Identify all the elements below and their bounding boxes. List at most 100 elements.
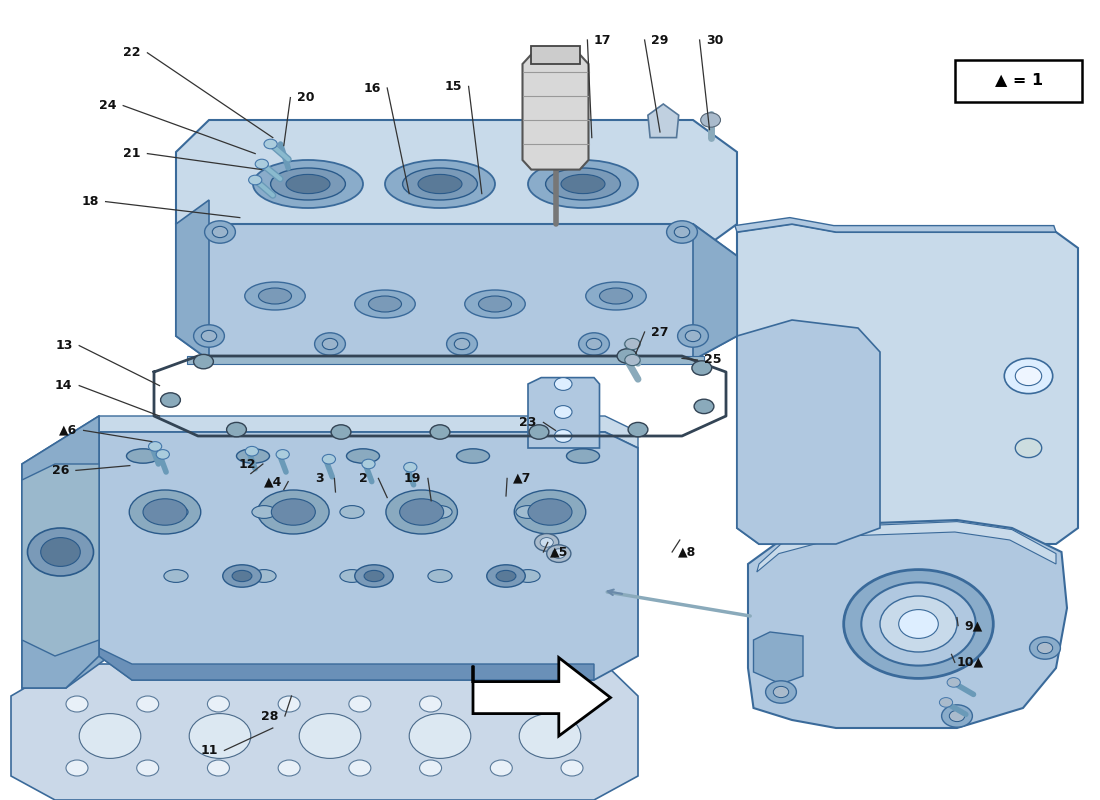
- Circle shape: [245, 446, 258, 456]
- Ellipse shape: [456, 449, 490, 463]
- Circle shape: [540, 538, 553, 547]
- Polygon shape: [22, 416, 99, 688]
- Text: 13: 13: [55, 339, 73, 352]
- Ellipse shape: [346, 449, 380, 463]
- Text: 2: 2: [359, 472, 367, 485]
- Circle shape: [1004, 358, 1053, 394]
- Ellipse shape: [428, 506, 452, 518]
- Circle shape: [625, 354, 640, 366]
- Polygon shape: [22, 416, 110, 688]
- Polygon shape: [176, 224, 737, 360]
- Text: 10▲: 10▲: [957, 656, 983, 669]
- Circle shape: [208, 760, 230, 776]
- Text: GenuineParts: GenuineParts: [763, 278, 953, 394]
- Circle shape: [278, 696, 300, 712]
- Circle shape: [625, 338, 640, 350]
- Ellipse shape: [232, 570, 252, 582]
- Ellipse shape: [478, 296, 512, 312]
- Text: 23: 23: [519, 416, 537, 429]
- Ellipse shape: [496, 570, 516, 582]
- Circle shape: [554, 378, 572, 390]
- Circle shape: [276, 450, 289, 459]
- Polygon shape: [176, 120, 737, 256]
- Circle shape: [861, 582, 976, 666]
- Text: 11: 11: [200, 744, 218, 757]
- Polygon shape: [748, 520, 1067, 728]
- Ellipse shape: [528, 160, 638, 208]
- Polygon shape: [757, 522, 1056, 572]
- Circle shape: [409, 714, 471, 758]
- Circle shape: [430, 425, 450, 439]
- Circle shape: [79, 714, 141, 758]
- Circle shape: [701, 113, 721, 127]
- Ellipse shape: [271, 168, 345, 200]
- Circle shape: [554, 406, 572, 418]
- Text: 26: 26: [52, 464, 69, 477]
- Polygon shape: [754, 632, 803, 684]
- Ellipse shape: [252, 570, 276, 582]
- Circle shape: [617, 349, 637, 363]
- Ellipse shape: [126, 449, 160, 463]
- Circle shape: [205, 221, 235, 243]
- Circle shape: [212, 226, 228, 238]
- Circle shape: [331, 425, 351, 439]
- Circle shape: [529, 425, 549, 439]
- Ellipse shape: [364, 570, 384, 582]
- Circle shape: [322, 454, 335, 464]
- Polygon shape: [693, 224, 737, 360]
- Circle shape: [208, 696, 230, 712]
- Polygon shape: [11, 664, 638, 800]
- Circle shape: [1030, 637, 1060, 659]
- Circle shape: [66, 696, 88, 712]
- Text: ▲8: ▲8: [679, 546, 696, 558]
- Polygon shape: [737, 224, 1078, 544]
- Text: 19: 19: [404, 472, 421, 485]
- Polygon shape: [176, 200, 209, 360]
- Ellipse shape: [253, 160, 363, 208]
- Text: 9▲: 9▲: [965, 619, 982, 632]
- Circle shape: [349, 696, 371, 712]
- Circle shape: [1015, 438, 1042, 458]
- Circle shape: [404, 462, 417, 472]
- Ellipse shape: [566, 449, 600, 463]
- Circle shape: [1037, 642, 1053, 654]
- Circle shape: [194, 354, 213, 369]
- Circle shape: [447, 333, 477, 355]
- Circle shape: [136, 696, 158, 712]
- Ellipse shape: [386, 490, 458, 534]
- Circle shape: [264, 139, 277, 149]
- Ellipse shape: [516, 570, 540, 582]
- Circle shape: [692, 361, 712, 375]
- Circle shape: [349, 760, 371, 776]
- Circle shape: [148, 442, 162, 451]
- Ellipse shape: [399, 499, 443, 525]
- Text: ▲ = 1: ▲ = 1: [994, 73, 1043, 87]
- Ellipse shape: [546, 168, 620, 200]
- Circle shape: [674, 226, 690, 238]
- Text: 28: 28: [261, 710, 278, 722]
- Ellipse shape: [600, 288, 632, 304]
- Polygon shape: [99, 432, 638, 680]
- Polygon shape: [99, 648, 594, 680]
- Ellipse shape: [368, 296, 402, 312]
- Circle shape: [949, 710, 965, 722]
- Polygon shape: [22, 464, 99, 656]
- Circle shape: [579, 333, 609, 355]
- Circle shape: [41, 538, 80, 566]
- Polygon shape: [522, 54, 588, 170]
- Text: since 1985: since 1985: [798, 362, 918, 438]
- Circle shape: [554, 430, 572, 442]
- Circle shape: [519, 714, 581, 758]
- Ellipse shape: [164, 570, 188, 582]
- Ellipse shape: [286, 174, 330, 194]
- Text: ▲5: ▲5: [550, 546, 568, 558]
- Ellipse shape: [464, 290, 526, 318]
- Circle shape: [939, 698, 953, 707]
- Circle shape: [136, 760, 158, 776]
- Circle shape: [880, 596, 957, 652]
- Circle shape: [28, 528, 94, 576]
- Circle shape: [66, 760, 88, 776]
- Polygon shape: [648, 104, 679, 138]
- Ellipse shape: [258, 288, 292, 304]
- Ellipse shape: [385, 160, 495, 208]
